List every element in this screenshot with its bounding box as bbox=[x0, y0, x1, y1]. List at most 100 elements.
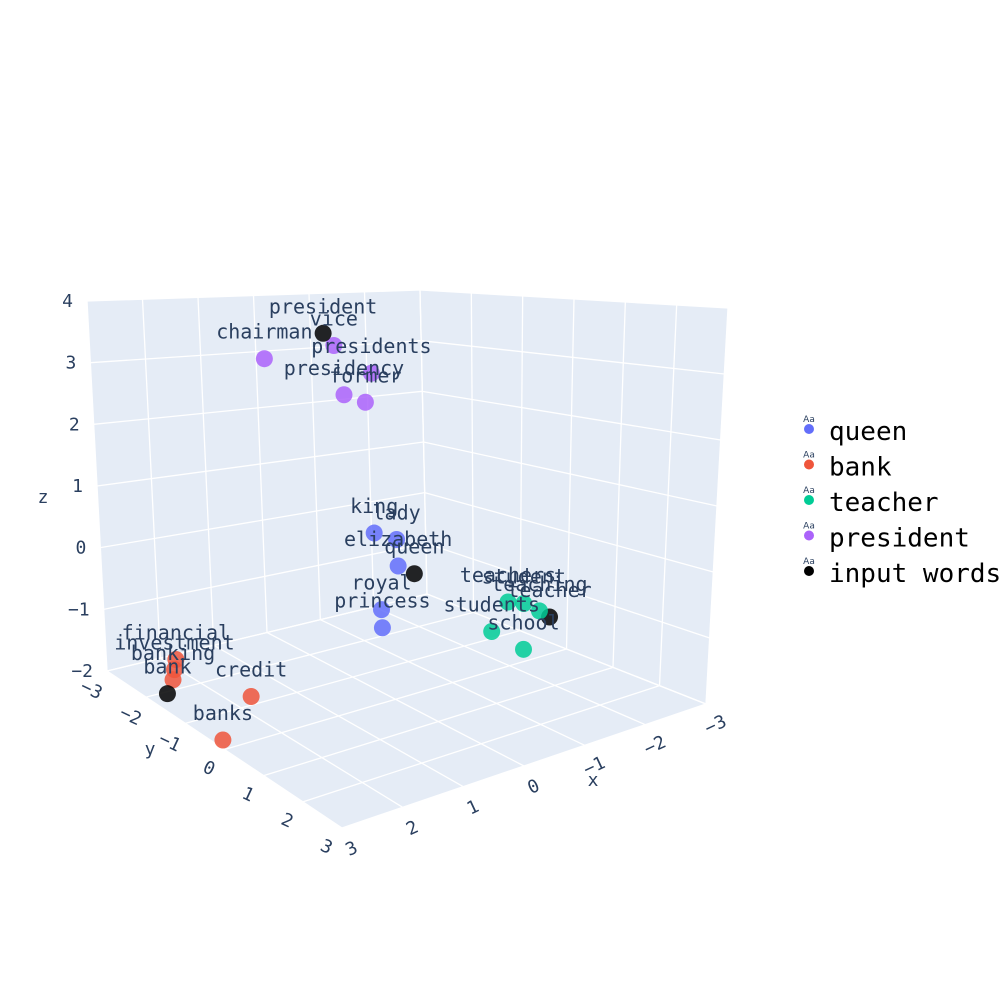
z-tick-label: 3 bbox=[65, 353, 76, 374]
legend-label: president bbox=[829, 524, 970, 554]
point-queen bbox=[405, 565, 423, 583]
y-tick-label: −1 bbox=[155, 728, 184, 756]
z-tick-label: 4 bbox=[62, 291, 73, 312]
point-label-students: students bbox=[444, 592, 540, 616]
legend-marker-text: Aa bbox=[803, 415, 815, 425]
point-label-former: former bbox=[329, 363, 401, 387]
y-tick-label: 2 bbox=[278, 809, 297, 833]
grid-z-wall-a bbox=[90, 340, 422, 364]
point-presidents bbox=[362, 364, 380, 382]
legend: Aa queen Aa bank Aa teacher Aa president Aa input… bbox=[803, 415, 1000, 589]
legend-label: bank bbox=[829, 453, 892, 483]
legend-marker-text: Aa bbox=[803, 522, 815, 532]
grid-y-floor bbox=[263, 666, 614, 777]
y-tick-label: 1 bbox=[239, 783, 258, 807]
data-points bbox=[158, 324, 559, 749]
z-tick-label: −1 bbox=[68, 599, 90, 620]
point-label-elizabeth: elizabeth bbox=[344, 527, 452, 551]
point-label-presidents: presidents bbox=[311, 334, 431, 358]
legend-marker bbox=[804, 495, 814, 505]
y-tick-label: 0 bbox=[199, 757, 218, 781]
point-label-queen: queen bbox=[384, 535, 444, 559]
pane-y-back bbox=[87, 290, 427, 671]
point-label-teaching: teaching bbox=[491, 572, 587, 596]
point-royal bbox=[373, 601, 391, 619]
legend-label: input words bbox=[829, 559, 1000, 589]
grid-z-wall-b bbox=[425, 542, 710, 639]
y-tick-label: −2 bbox=[116, 702, 145, 730]
point-former bbox=[356, 393, 374, 411]
point-label-student: student bbox=[482, 564, 566, 588]
grid-z-wall-b bbox=[426, 593, 707, 705]
grid-y-floor bbox=[302, 685, 660, 803]
z-tick-label: 1 bbox=[72, 476, 83, 497]
axis-panes bbox=[87, 290, 728, 828]
z-tick-label: 2 bbox=[69, 414, 80, 435]
y-tick-label: 3 bbox=[317, 835, 336, 859]
legend-marker-text: Aa bbox=[803, 557, 815, 567]
point-king bbox=[365, 524, 383, 542]
point-label-presidency: presidency bbox=[284, 356, 404, 380]
point-vice bbox=[325, 337, 343, 355]
legend-item-bank[interactable]: Aa bank bbox=[803, 451, 892, 483]
legend-marker-text: Aa bbox=[803, 451, 815, 461]
legend-marker bbox=[804, 530, 814, 541]
x-tick-label: −2 bbox=[641, 732, 670, 760]
point-label-investment: investment bbox=[114, 631, 234, 655]
grid-z-wall-b bbox=[424, 492, 714, 573]
grid-lines bbox=[86, 289, 729, 829]
x-tick-label: −3 bbox=[701, 711, 730, 739]
grid-z-wall-b bbox=[419, 289, 729, 309]
point-president bbox=[314, 324, 332, 342]
point-label-banks: banks bbox=[193, 701, 253, 725]
point-label-teacher: teacher bbox=[507, 578, 591, 602]
grid-z-wall-b bbox=[421, 340, 725, 375]
legend-item-president[interactable]: Aa president bbox=[803, 522, 970, 554]
point-school bbox=[515, 640, 533, 658]
point-student bbox=[515, 594, 533, 612]
legend-marker bbox=[804, 459, 814, 470]
x-axis-title: x bbox=[588, 770, 599, 791]
point-presidency bbox=[335, 386, 353, 404]
legend-item-queen[interactable]: Aa queen bbox=[803, 415, 907, 447]
y-axis-title: y bbox=[145, 739, 156, 760]
point-label-vice: vice bbox=[310, 307, 358, 331]
point-teachers bbox=[499, 593, 517, 611]
legend-marker bbox=[804, 566, 814, 576]
z-axis-title: z bbox=[38, 487, 49, 508]
point-princess bbox=[373, 619, 391, 637]
point-chairman bbox=[255, 350, 273, 368]
x-tick-label: 1 bbox=[464, 796, 483, 820]
grid-z-wall-b bbox=[422, 390, 721, 441]
point-lady bbox=[388, 531, 406, 549]
point-teaching bbox=[530, 602, 548, 620]
point-label-financial: financial bbox=[122, 621, 230, 645]
point-elizabeth bbox=[389, 557, 407, 575]
grid-z-wall-b bbox=[423, 441, 718, 507]
point-label-princess: princess bbox=[334, 589, 430, 613]
point-banking bbox=[164, 671, 182, 689]
point-label-royal: royal bbox=[351, 571, 411, 595]
point-credit bbox=[242, 687, 260, 705]
point-label-lady: lady bbox=[373, 501, 421, 525]
legend-label: teacher bbox=[829, 488, 939, 518]
grid-y-floor bbox=[224, 648, 567, 751]
legend-marker-text: Aa bbox=[803, 486, 815, 496]
pane-x-back bbox=[420, 290, 728, 704]
point-label-chairman: chairman bbox=[216, 320, 312, 344]
point-label-school: school bbox=[487, 610, 559, 634]
point-label-bank: bank bbox=[143, 655, 191, 679]
point-label-president: president bbox=[269, 294, 377, 318]
legend-marker bbox=[804, 424, 814, 434]
grid-y-floor bbox=[146, 611, 474, 698]
point-label-teachers: teachers bbox=[460, 563, 556, 587]
point-bank bbox=[158, 685, 176, 703]
grid-z-wall-a bbox=[86, 289, 421, 302]
grid-z-wall-a bbox=[96, 441, 424, 487]
legend-label: queen bbox=[829, 417, 907, 447]
legend-item-teacher[interactable]: Aa teacher bbox=[803, 486, 938, 518]
legend-item-input-words[interactable]: Aa input words bbox=[803, 557, 1000, 589]
grid-y-floor bbox=[341, 703, 707, 829]
